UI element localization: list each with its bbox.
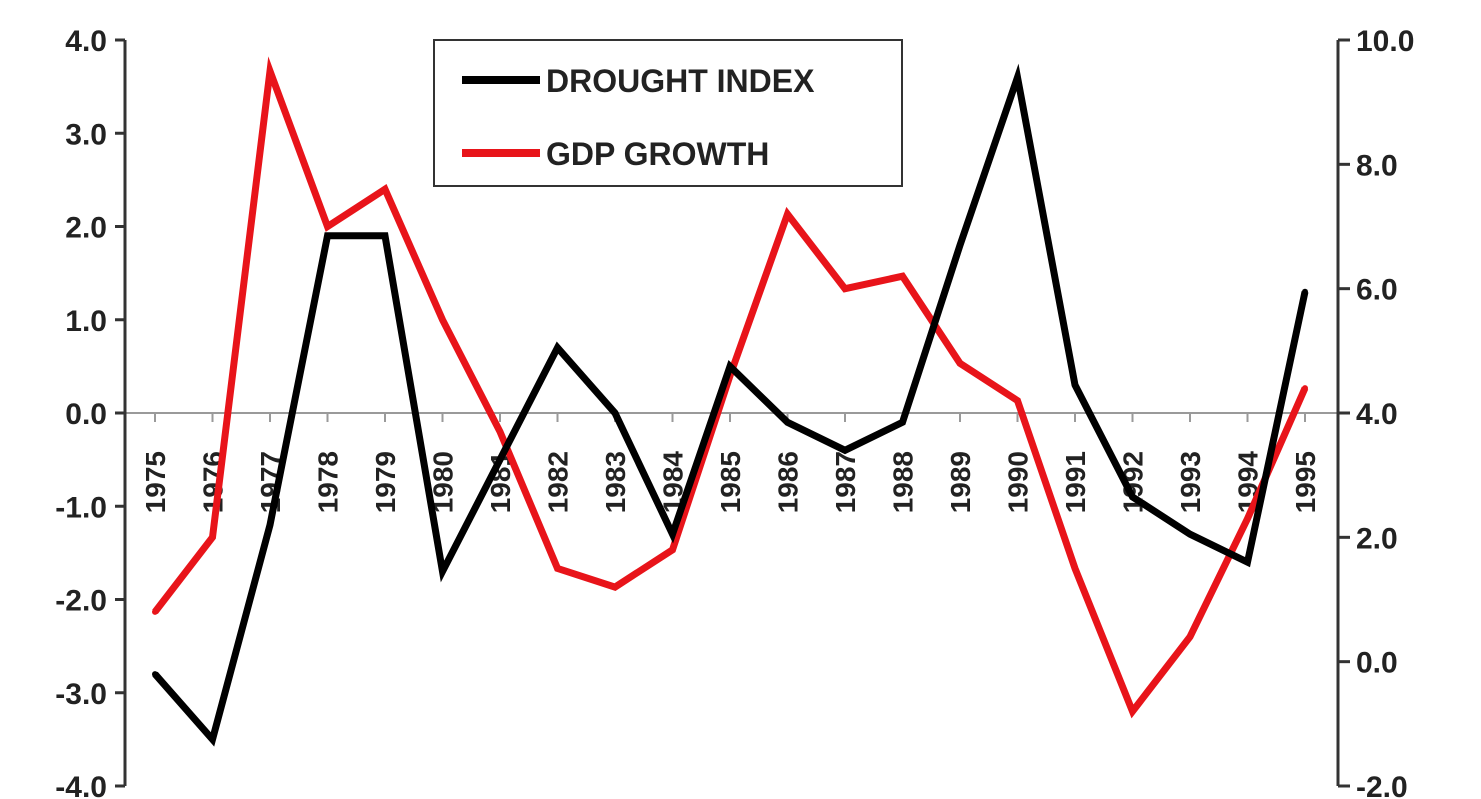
data-point-gdp-growth [1072, 565, 1078, 572]
data-point-gdp-growth [267, 68, 273, 75]
legend-label-drought-index: DROUGHT INDEX [546, 63, 815, 99]
category-labels: 1975 1976 1977 1978 1979 1980 1981 1982 1983 1984… [140, 451, 1321, 514]
category-label: 1987 [830, 451, 861, 513]
category-label: 1978 [313, 451, 344, 513]
data-point-drought-index [1014, 74, 1021, 81]
right-axis-tick-label: -2.0 [1356, 771, 1408, 799]
data-point-drought-index [324, 232, 331, 239]
left-axis-tick-label: -1.0 [55, 491, 107, 524]
legend-box [433, 39, 903, 187]
data-point-drought-index [1187, 531, 1193, 538]
data-point-drought-index [267, 521, 273, 528]
category-label: 1975 [140, 451, 171, 513]
axes-layer: 4.0 3.0 2.0 1.0 0.0 -1.0 -2.0 -3.0 -4.0 10.0 8.0 6.… [55, 25, 1414, 799]
data-point-drought-index [439, 568, 446, 575]
data-point-gdp-growth [1129, 708, 1136, 715]
data-point-drought-index [1129, 493, 1136, 500]
data-point-drought-index [727, 363, 733, 370]
data-point-gdp-growth [842, 285, 848, 292]
data-point-drought-index [899, 419, 906, 426]
left-axis-tick-label: 2.0 [65, 212, 107, 245]
data-point-gdp-growth [669, 546, 676, 553]
data-point-gdp-growth [152, 608, 158, 615]
right-axis-tick-label: 10.0 [1356, 25, 1414, 58]
data-point-drought-index [1072, 382, 1078, 389]
category-label: 1993 [1175, 451, 1206, 513]
left-axis-tick-label: 0.0 [65, 398, 107, 431]
data-point-drought-index [1244, 559, 1251, 566]
category-label: 1982 [543, 451, 574, 513]
category-label: 1989 [945, 451, 976, 513]
left-axis-tick-label: 1.0 [65, 305, 107, 338]
data-point-drought-index [784, 419, 791, 426]
category-label: 1985 [715, 451, 746, 513]
data-point-drought-index [842, 447, 848, 454]
data-point-gdp-growth [324, 223, 331, 230]
category-label: 1988 [888, 451, 919, 513]
left-axis-tick-label: -4.0 [55, 771, 107, 799]
data-point-gdp-growth [439, 316, 446, 323]
data-point-gdp-growth [554, 565, 561, 572]
data-point-gdp-growth [784, 211, 791, 218]
category-label: 1995 [1290, 451, 1321, 513]
right-axis-tick-label: 0.0 [1356, 647, 1398, 680]
legend-label-gdp-growth: GDP GROWTH [546, 136, 769, 172]
left-axis-tick-label: 4.0 [65, 25, 107, 58]
right-axis-tick-label: 8.0 [1356, 149, 1398, 182]
data-point-gdp-growth [1302, 385, 1308, 392]
right-axis-tick-label: 4.0 [1356, 398, 1398, 431]
zero-line-layer [125, 412, 1338, 422]
data-point-gdp-growth [497, 428, 503, 435]
category-label: 1991 [1060, 451, 1091, 513]
data-point-drought-index [209, 736, 216, 743]
left-axis-tick-label: 3.0 [65, 118, 107, 151]
category-label: 1979 [370, 451, 401, 513]
data-point-drought-index [612, 410, 618, 416]
data-point-gdp-growth [612, 584, 618, 591]
data-point-drought-index [957, 242, 963, 249]
data-point-drought-index [669, 531, 676, 538]
category-label: 1986 [773, 451, 804, 513]
data-point-gdp-growth [1187, 633, 1193, 640]
data-point-gdp-growth [1014, 397, 1021, 404]
left-axis-tick-label: -3.0 [55, 678, 107, 711]
left-axis-tick-label: -2.0 [55, 585, 107, 618]
series-layer [152, 56, 1309, 747]
data-point-drought-index [1302, 288, 1308, 295]
data-point-drought-index [152, 671, 158, 678]
data-point-gdp-growth [209, 534, 216, 541]
data-point-gdp-growth [899, 273, 906, 280]
data-point-drought-index [382, 232, 388, 239]
category-label: 1990 [1003, 451, 1034, 513]
data-point-drought-index [554, 344, 561, 351]
data-point-drought-index [497, 456, 503, 463]
category-label: 1983 [600, 451, 631, 513]
data-point-gdp-growth [382, 186, 388, 193]
right-axis-tick-label: 6.0 [1356, 274, 1398, 307]
data-point-gdp-growth [957, 360, 963, 367]
data-point-gdp-growth [1244, 515, 1251, 522]
legend: DROUGHT INDEX GDP GROWTH [433, 39, 903, 187]
right-axis-tick-label: 2.0 [1356, 522, 1398, 555]
